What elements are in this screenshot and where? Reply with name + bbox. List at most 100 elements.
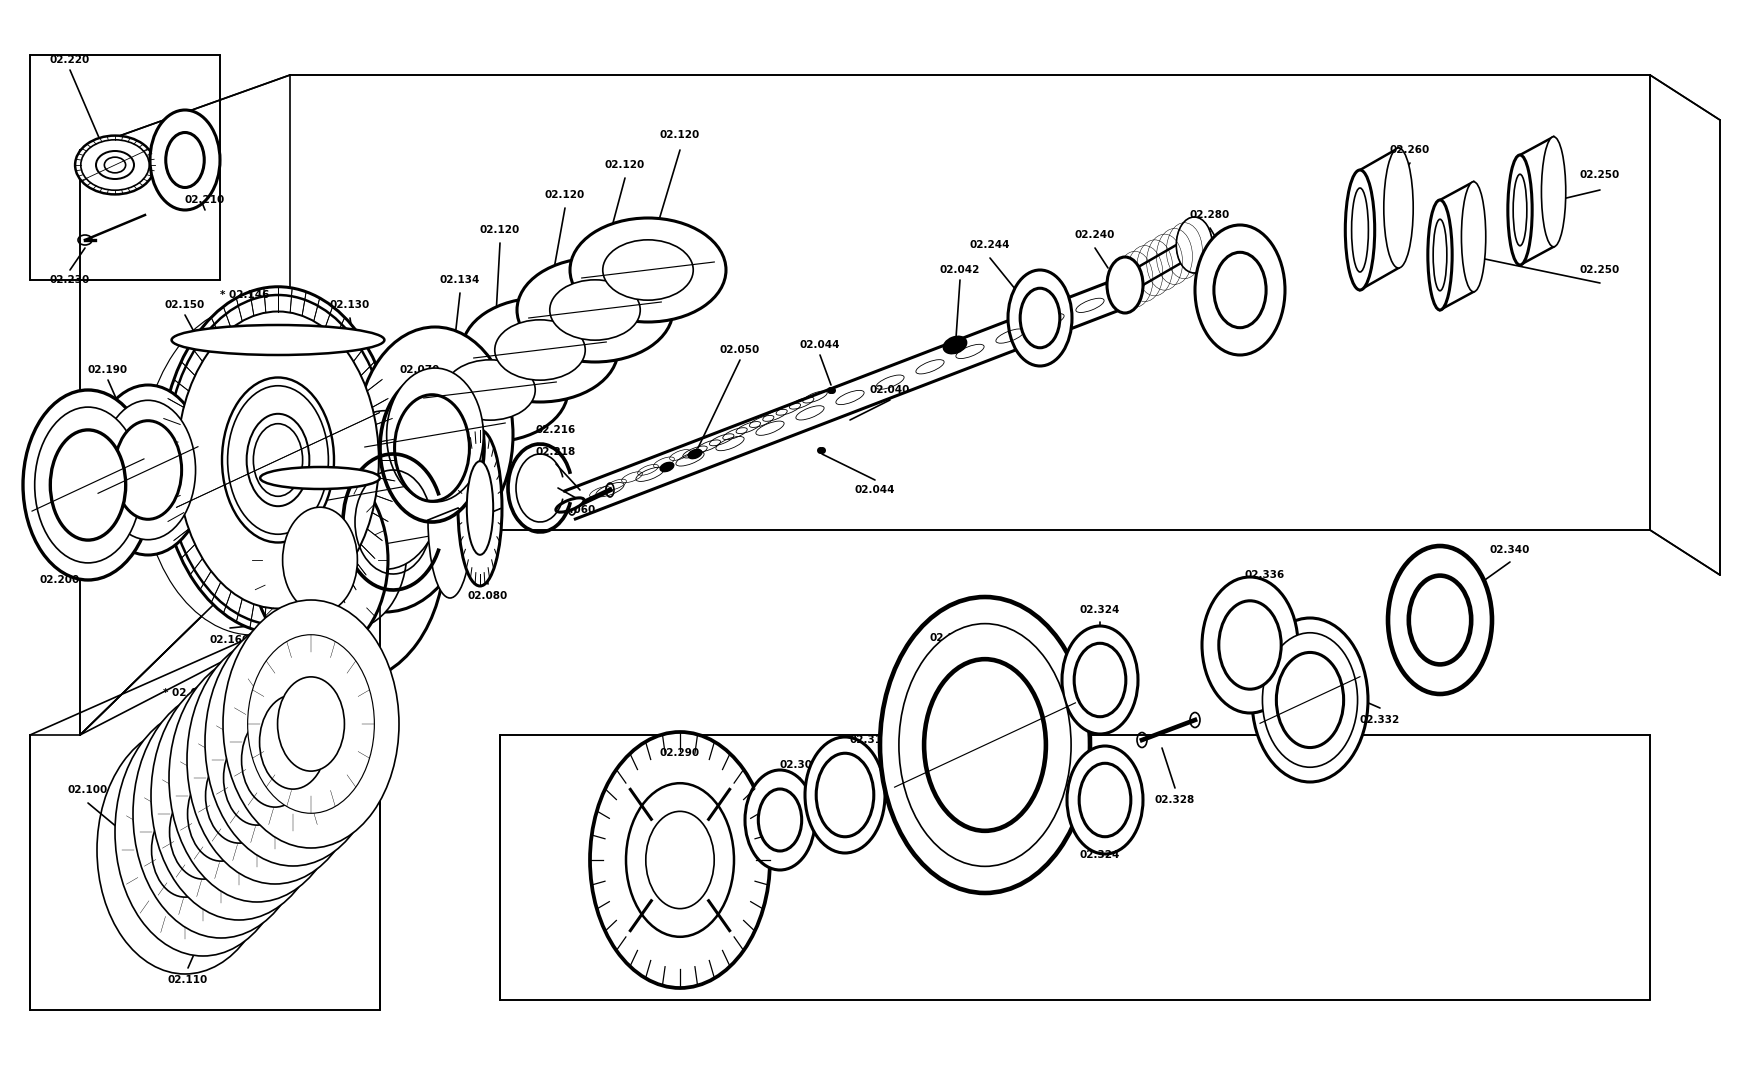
Text: 02.324: 02.324 xyxy=(1080,605,1120,615)
Ellipse shape xyxy=(689,449,701,459)
Ellipse shape xyxy=(386,368,483,502)
Text: 02.110: 02.110 xyxy=(167,975,209,985)
Ellipse shape xyxy=(297,368,473,612)
Text: 02.220: 02.220 xyxy=(50,55,90,65)
Ellipse shape xyxy=(223,378,334,542)
Ellipse shape xyxy=(176,706,303,885)
Text: 02.240: 02.240 xyxy=(1075,230,1115,240)
Ellipse shape xyxy=(1344,170,1374,290)
Text: 02.340: 02.340 xyxy=(1489,545,1529,555)
Ellipse shape xyxy=(1214,253,1266,327)
Ellipse shape xyxy=(758,789,802,851)
Ellipse shape xyxy=(165,295,390,625)
Ellipse shape xyxy=(261,467,379,489)
Ellipse shape xyxy=(645,811,713,908)
Ellipse shape xyxy=(463,299,617,402)
Text: 02.090: 02.090 xyxy=(275,463,315,473)
Ellipse shape xyxy=(223,731,290,825)
Text: 02.216: 02.216 xyxy=(536,425,576,435)
Ellipse shape xyxy=(1541,137,1565,247)
Text: 02.044: 02.044 xyxy=(854,485,896,495)
Ellipse shape xyxy=(590,732,770,988)
Ellipse shape xyxy=(256,418,445,682)
Ellipse shape xyxy=(899,624,1071,867)
Text: 02.132: 02.132 xyxy=(259,389,299,400)
Ellipse shape xyxy=(292,471,407,629)
Ellipse shape xyxy=(1195,225,1285,355)
Text: 02.190: 02.190 xyxy=(89,365,129,374)
Ellipse shape xyxy=(1263,632,1356,767)
Text: 02.310: 02.310 xyxy=(849,735,890,745)
Text: 02.244: 02.244 xyxy=(969,240,1010,250)
Ellipse shape xyxy=(247,414,310,506)
Ellipse shape xyxy=(282,507,356,613)
Ellipse shape xyxy=(151,672,327,920)
Ellipse shape xyxy=(602,240,692,301)
Ellipse shape xyxy=(516,258,673,362)
Ellipse shape xyxy=(744,770,814,870)
Text: 02.320: 02.320 xyxy=(929,633,970,643)
Ellipse shape xyxy=(1388,546,1490,694)
Text: 02.160: 02.160 xyxy=(210,635,250,645)
Ellipse shape xyxy=(457,430,503,586)
Ellipse shape xyxy=(186,636,363,884)
Ellipse shape xyxy=(379,374,483,522)
Ellipse shape xyxy=(1276,653,1343,748)
Ellipse shape xyxy=(570,218,725,322)
Ellipse shape xyxy=(80,140,150,190)
Ellipse shape xyxy=(1066,746,1143,854)
Ellipse shape xyxy=(193,689,320,868)
Ellipse shape xyxy=(139,743,266,921)
Text: 02.210: 02.210 xyxy=(184,195,224,205)
Text: 02.332: 02.332 xyxy=(1360,715,1400,725)
Ellipse shape xyxy=(172,325,384,355)
Ellipse shape xyxy=(122,761,249,939)
Text: 02.110: 02.110 xyxy=(264,790,304,800)
Text: 02.120: 02.120 xyxy=(605,160,645,170)
Text: * 02.146: * 02.146 xyxy=(221,290,270,300)
Text: * 02.092: * 02.092 xyxy=(163,688,212,698)
Ellipse shape xyxy=(188,767,254,861)
Ellipse shape xyxy=(223,600,398,849)
Ellipse shape xyxy=(90,385,205,555)
Text: 02.328: 02.328 xyxy=(1155,795,1195,805)
Ellipse shape xyxy=(943,336,965,353)
Ellipse shape xyxy=(412,338,567,442)
Ellipse shape xyxy=(160,287,395,633)
Ellipse shape xyxy=(150,110,219,210)
Ellipse shape xyxy=(151,802,219,897)
Ellipse shape xyxy=(50,430,125,540)
Ellipse shape xyxy=(177,311,379,609)
Ellipse shape xyxy=(1202,577,1297,713)
Ellipse shape xyxy=(880,597,1089,893)
Ellipse shape xyxy=(169,785,237,880)
Ellipse shape xyxy=(1073,643,1125,717)
Ellipse shape xyxy=(1019,288,1059,348)
Ellipse shape xyxy=(254,424,303,496)
Ellipse shape xyxy=(97,727,273,974)
Ellipse shape xyxy=(259,694,327,789)
Text: 02.134: 02.134 xyxy=(440,275,480,285)
Ellipse shape xyxy=(1252,618,1367,782)
Ellipse shape xyxy=(466,461,492,555)
Ellipse shape xyxy=(252,464,388,656)
Text: 02.044: 02.044 xyxy=(800,340,840,350)
Text: 02.120: 02.120 xyxy=(659,129,699,140)
Text: 02.110: 02.110 xyxy=(235,880,275,890)
Ellipse shape xyxy=(327,411,442,569)
Ellipse shape xyxy=(356,327,513,542)
Ellipse shape xyxy=(1433,219,1447,291)
Ellipse shape xyxy=(1383,148,1412,268)
Text: 02.306: 02.306 xyxy=(779,760,819,770)
Ellipse shape xyxy=(78,235,92,245)
Ellipse shape xyxy=(550,280,640,340)
Ellipse shape xyxy=(230,653,356,831)
Text: 02.120: 02.120 xyxy=(544,190,584,200)
Ellipse shape xyxy=(115,708,290,956)
Ellipse shape xyxy=(428,442,471,598)
Ellipse shape xyxy=(1217,600,1280,689)
Ellipse shape xyxy=(228,386,329,534)
Text: 02.290: 02.290 xyxy=(659,748,699,758)
Ellipse shape xyxy=(1189,713,1200,728)
Ellipse shape xyxy=(23,389,153,580)
